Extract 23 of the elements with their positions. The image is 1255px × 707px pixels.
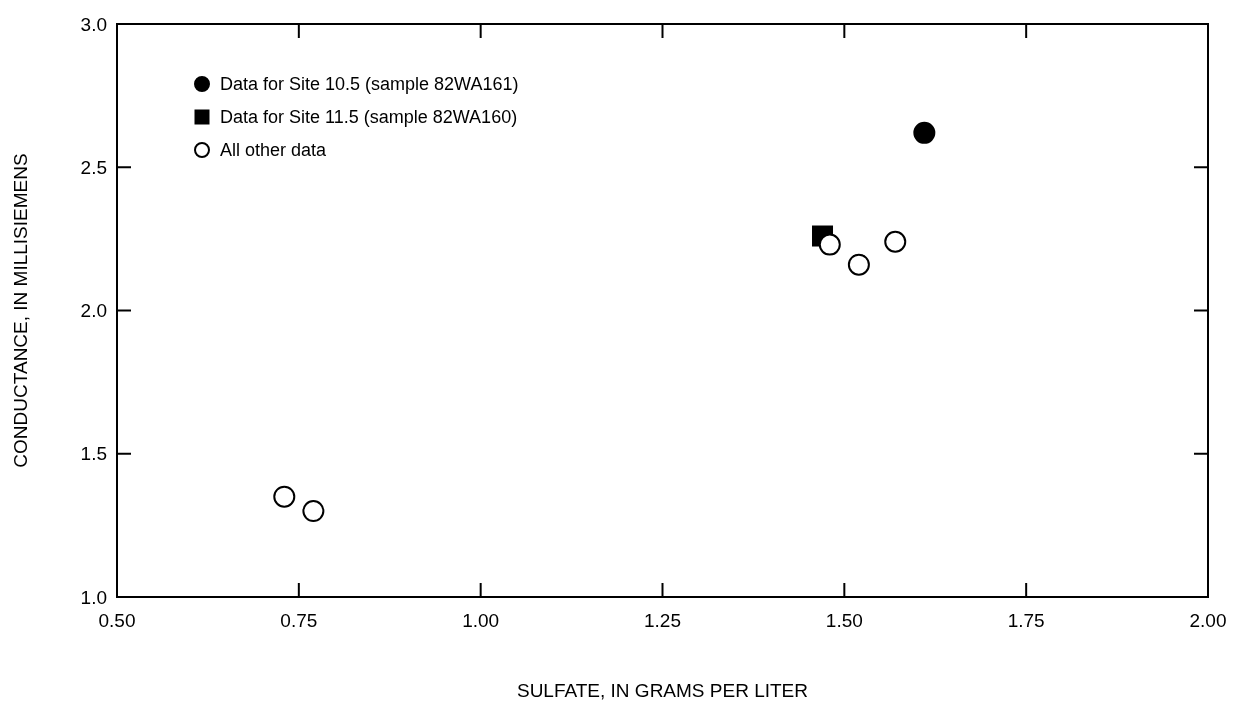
x-tick-label: 1.00 (462, 610, 500, 631)
y-tick-label: 3.0 (80, 13, 107, 35)
legend-label: Data for Site 11.5 (sample 82WA160) (220, 107, 518, 128)
legend-label: All other data (220, 140, 328, 161)
point (273, 485, 296, 508)
x-tick-label: 2.00 (1189, 610, 1227, 631)
x-tick-label: 1.75 (1007, 610, 1045, 631)
x-tick-label: 1.50 (825, 610, 863, 631)
x-tick-label: 0.75 (280, 610, 318, 631)
y-axis-title: CONDUCTANCE, IN MILLISIEMENS (10, 153, 31, 468)
point (302, 500, 325, 523)
x-tick-label: 1.25 (644, 610, 681, 631)
x-tick-label: 0.50 (98, 610, 136, 631)
point (818, 233, 841, 256)
y-tick-label: 1.5 (80, 443, 107, 465)
y-tick-label: 1.0 (80, 586, 107, 608)
y-tick-label: 2.0 (80, 300, 107, 322)
point (847, 253, 870, 276)
legend-label: Data for Site 10.5 (sample 82WA161) (220, 74, 519, 95)
point (913, 121, 936, 144)
point (884, 230, 907, 253)
y-tick-label: 2.5 (80, 156, 107, 178)
x-axis-title: SULFATE, IN GRAMS PER LITER (516, 680, 809, 701)
